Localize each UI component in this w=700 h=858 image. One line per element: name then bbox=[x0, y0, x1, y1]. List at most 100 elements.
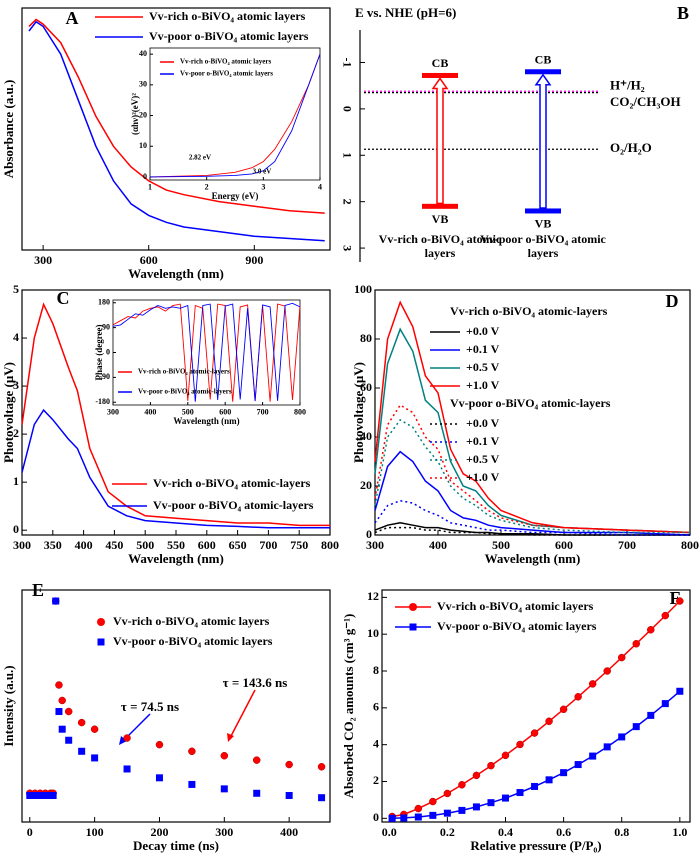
plot-frame bbox=[381, 589, 691, 823]
marker bbox=[574, 693, 582, 701]
legend-label: Vv-rich o-BiVO₄ atomic layers bbox=[437, 599, 594, 613]
marker bbox=[516, 740, 524, 749]
y-axis-title: Phase (degree) bbox=[94, 324, 104, 380]
x-tick-label: 600 bbox=[198, 538, 216, 552]
x-tick-label: 300 bbox=[215, 825, 233, 839]
marker bbox=[603, 743, 611, 751]
marker bbox=[285, 791, 293, 799]
legend-label: +1.0 V bbox=[466, 470, 500, 484]
x-axis-title: Energy (eV) bbox=[212, 191, 259, 201]
x-tick-label: 400 bbox=[144, 407, 156, 416]
marker bbox=[545, 717, 553, 726]
legend-label: +0.1 V bbox=[466, 434, 500, 448]
x-tick-label: 600 bbox=[219, 407, 231, 416]
x-tick-label: 300 bbox=[366, 538, 384, 552]
marker bbox=[90, 725, 99, 733]
cb-label: CB bbox=[535, 53, 552, 67]
x-axis-title: Relative pressure (P/P₀) bbox=[470, 838, 601, 853]
y-axis-title: Absorbance (a.u.) bbox=[1, 80, 16, 179]
level-name: Vv-poor o-BiVO₄ atomic layers bbox=[480, 232, 606, 260]
x-tick-label: 650 bbox=[229, 538, 247, 552]
marker bbox=[458, 781, 466, 789]
marker bbox=[55, 708, 63, 716]
y-tick-label: 0 bbox=[340, 106, 354, 112]
panel-letter: B bbox=[677, 3, 689, 23]
y-tick-label: -180 bbox=[95, 397, 110, 406]
y-tick-label: 4 bbox=[13, 330, 19, 344]
y-tick-label: 0 bbox=[366, 527, 372, 541]
x-tick-label: 0.6 bbox=[556, 825, 571, 839]
marker bbox=[443, 809, 451, 817]
cb-label: CB bbox=[432, 56, 449, 70]
marker bbox=[388, 814, 396, 822]
panel-letter: C bbox=[57, 288, 70, 308]
vb-label: VB bbox=[535, 217, 552, 231]
legend-label: Vv-rich o-BiVO₄ atomic layers bbox=[149, 9, 306, 23]
series-line bbox=[374, 522, 690, 536]
marker bbox=[618, 733, 626, 741]
marker bbox=[414, 804, 423, 813]
marker bbox=[676, 597, 684, 605]
y-tick-label: 1 bbox=[13, 474, 19, 488]
series-line bbox=[374, 300, 691, 534]
y-tick-label: 6 bbox=[373, 700, 379, 714]
plot-frame bbox=[21, 7, 331, 251]
annotation: 2.82 eV bbox=[189, 154, 211, 162]
x-axis-title: Wavelength (nm) bbox=[485, 551, 581, 566]
y-tick-label: 20 bbox=[360, 478, 372, 492]
y-tick-label: 3 bbox=[13, 378, 19, 392]
marker bbox=[41, 791, 49, 799]
x-tick-label: 0 bbox=[27, 825, 33, 839]
transition-arrow bbox=[534, 73, 552, 209]
marker bbox=[559, 705, 568, 714]
marker bbox=[414, 813, 422, 821]
marker bbox=[501, 751, 510, 760]
x-tick-label: 300 bbox=[13, 538, 31, 552]
level-name: Vv-rich o-BiVO₄ atomic layers bbox=[378, 232, 502, 260]
y-tick-label: 40 bbox=[139, 49, 147, 58]
plot-frame bbox=[374, 289, 691, 536]
legend-label: +0.1 V bbox=[466, 342, 500, 356]
marker bbox=[188, 747, 196, 756]
x-tick-label: 800 bbox=[294, 407, 306, 416]
annotation: 3.0 eV bbox=[253, 168, 272, 176]
marker bbox=[560, 769, 568, 777]
marker bbox=[220, 785, 228, 793]
legend-label: +0.0 V bbox=[466, 416, 500, 430]
annotation: τ = 143.6 ns bbox=[223, 675, 288, 690]
y-tick-label: 180 bbox=[98, 298, 110, 307]
panel-letter: A bbox=[66, 8, 79, 28]
reference-label: H⁺/H₂ bbox=[610, 78, 645, 93]
marker bbox=[472, 803, 480, 811]
marker bbox=[155, 774, 163, 782]
series-line bbox=[374, 327, 691, 534]
series-line bbox=[374, 404, 691, 534]
legend-label: Vv-poor o-BiVO₄ atomic layers bbox=[437, 619, 597, 633]
legend-marker bbox=[97, 638, 105, 646]
x-tick-label: 300 bbox=[107, 407, 119, 416]
legend-label: +1.0 V bbox=[466, 378, 500, 392]
series-line bbox=[374, 450, 691, 536]
axis-title: E vs. NHE (pH=6) bbox=[355, 5, 456, 20]
marker bbox=[617, 653, 626, 662]
legend-label: +0.5 V bbox=[466, 452, 500, 466]
x-tick-label: 600 bbox=[555, 538, 573, 552]
marker bbox=[429, 797, 437, 806]
y-tick-label: 80 bbox=[360, 331, 372, 345]
series-line bbox=[112, 302, 301, 402]
marker bbox=[26, 791, 34, 799]
panel-letter: F bbox=[670, 588, 681, 608]
legend-label: Vv-poor o-BiVO₄ atomic layers bbox=[149, 29, 309, 43]
x-tick-label: 3 bbox=[261, 182, 265, 191]
marker bbox=[285, 760, 293, 769]
marker bbox=[155, 740, 164, 749]
legend-label: Vv-poor o-BiVO₄ atomic-layers bbox=[138, 388, 232, 396]
series-line bbox=[149, 53, 321, 178]
y-tick-label: 30 bbox=[139, 80, 147, 89]
marker bbox=[188, 780, 196, 788]
x-tick-label: 0.2 bbox=[440, 825, 455, 839]
legend-header: Vv-poor o-BiVO₄ atomic-layers bbox=[450, 396, 611, 410]
y-axis-title: Intensity (a.u.) bbox=[1, 665, 16, 746]
x-tick-label: 300 bbox=[34, 253, 52, 267]
legend-label: Vv-rich o-BiVO₄ atomic-layers bbox=[153, 476, 311, 490]
